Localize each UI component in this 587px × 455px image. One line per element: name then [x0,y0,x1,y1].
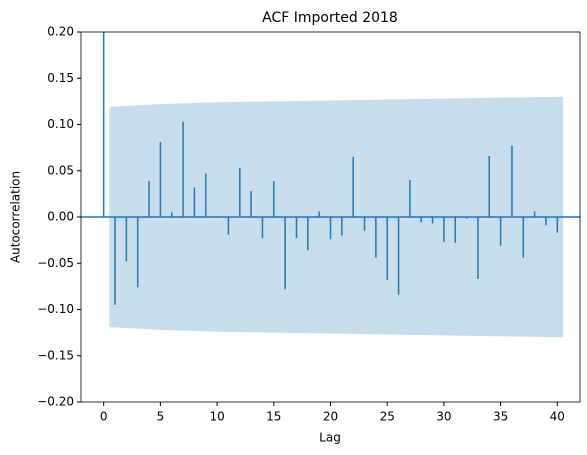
y-tick-label: −0.20 [37,395,74,409]
y-axis-label: Autocorrelation [9,171,23,263]
axes-frame [80,31,581,403]
x-tick-label: 10 [209,410,224,424]
x-axis-label: Lag [319,431,341,445]
x-tick-label: 15 [266,410,281,424]
y-tick-label: 0.05 [47,163,74,177]
y-tick-label: −0.05 [37,256,74,270]
x-tick-label: 30 [436,410,451,424]
plot-area [81,32,580,338]
y-tick-label: 0.20 [47,25,74,39]
chart-title: ACF Imported 2018 [262,10,398,26]
x-tick-label: 5 [157,410,165,424]
x-tick-label: 25 [380,410,395,424]
x-tick-label: 40 [550,410,565,424]
y-tick-label: −0.10 [37,302,74,316]
x-tick-label: 35 [493,410,508,424]
y-tick-label: −0.15 [37,348,74,362]
y-tick-label: 0.15 [47,71,74,85]
y-tick-label: 0.10 [47,117,74,131]
x-tick-label: 0 [100,410,108,424]
y-tick-label: 0.00 [47,210,74,224]
x-tick-label: 20 [323,410,338,424]
